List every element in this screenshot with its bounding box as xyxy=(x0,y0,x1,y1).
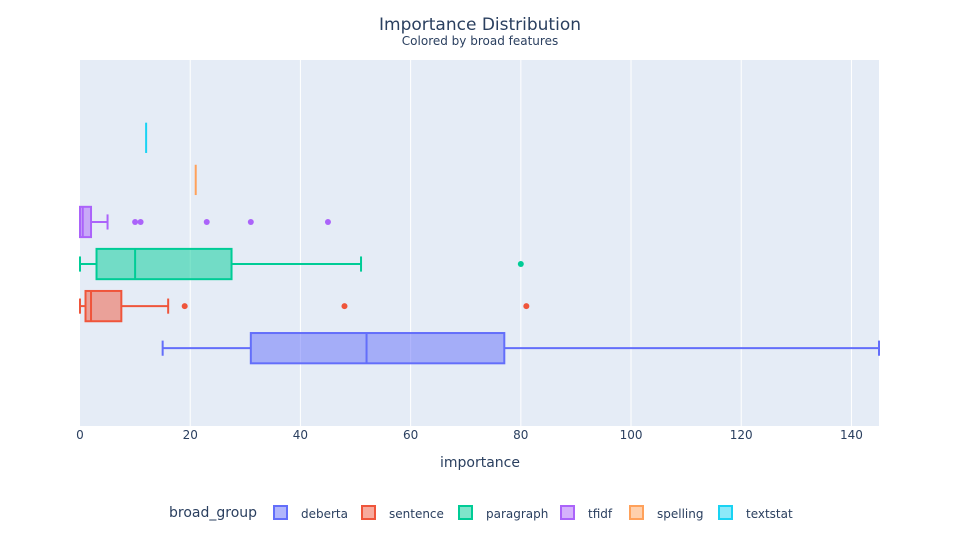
outlier-point-tfidf xyxy=(247,218,254,225)
legend-item-spelling[interactable]: spelling xyxy=(629,505,703,521)
x-tick-label: 40 xyxy=(293,428,308,442)
outlier-point-paragraph xyxy=(517,261,524,268)
x-tick-label: 80 xyxy=(513,428,528,442)
legend-swatch-sentence xyxy=(361,505,376,520)
legend-label-spelling: spelling xyxy=(657,507,703,521)
legend-label-tfidf: tfidf xyxy=(588,507,613,521)
legend-swatch-textstat xyxy=(718,505,733,520)
legend[interactable]: broad_group deberta sentence paragraph tfid… xyxy=(169,505,793,521)
x-tick-label: 0 xyxy=(76,428,84,442)
legend-item-deberta[interactable]: deberta xyxy=(273,505,348,521)
box-iqr-paragraph xyxy=(95,247,233,281)
legend-swatch-tfidf xyxy=(560,505,575,520)
x-tick-label: 140 xyxy=(840,428,863,442)
box-tfidf[interactable] xyxy=(79,205,331,239)
legend-item-textstat[interactable]: textstat xyxy=(718,505,793,521)
x-tick-label: 60 xyxy=(403,428,418,442)
legend-swatch-spelling xyxy=(629,505,644,520)
box-deberta[interactable] xyxy=(161,332,880,365)
legend-label-paragraph: paragraph xyxy=(486,507,548,521)
legend-item-sentence[interactable]: sentence xyxy=(361,505,444,521)
outlier-point-sentence xyxy=(523,303,530,310)
box-iqr-deberta xyxy=(249,332,506,365)
legend-title: broad_group xyxy=(169,505,257,521)
box-sentence[interactable] xyxy=(79,289,530,323)
outlier-point-sentence xyxy=(341,303,348,310)
box-iqr-tfidf xyxy=(79,205,93,239)
legend-label-textstat: textstat xyxy=(746,507,793,521)
legend-swatch-paragraph xyxy=(458,505,473,520)
legend-swatch-deberta xyxy=(273,505,288,520)
x-tick-label: 100 xyxy=(620,428,643,442)
plot-area xyxy=(80,60,879,426)
outlier-point-sentence xyxy=(181,303,188,310)
x-tick-label: 20 xyxy=(183,428,198,442)
outlier-point-tfidf xyxy=(137,218,144,225)
grid-lines xyxy=(189,60,852,426)
legend-label-deberta: deberta xyxy=(301,507,348,521)
outlier-point-tfidf xyxy=(324,218,331,225)
box-paragraph[interactable] xyxy=(79,247,524,281)
legend-item-paragraph[interactable]: paragraph xyxy=(458,505,548,521)
legend-label-sentence: sentence xyxy=(389,507,444,521)
legend-item-tfidf[interactable]: tfidf xyxy=(560,505,613,521)
outlier-point-tfidf xyxy=(203,218,210,225)
x-axis-ticks: 0 20 40 60 80 100 120 140 xyxy=(76,428,863,442)
chart-subtitle: Colored by broad features xyxy=(402,34,558,48)
x-axis-title: importance xyxy=(440,455,520,471)
box-plots xyxy=(79,122,880,365)
outlier-point-tfidf xyxy=(132,218,139,225)
x-tick-label: 120 xyxy=(730,428,753,442)
chart-title: Importance Distribution xyxy=(379,15,581,35)
